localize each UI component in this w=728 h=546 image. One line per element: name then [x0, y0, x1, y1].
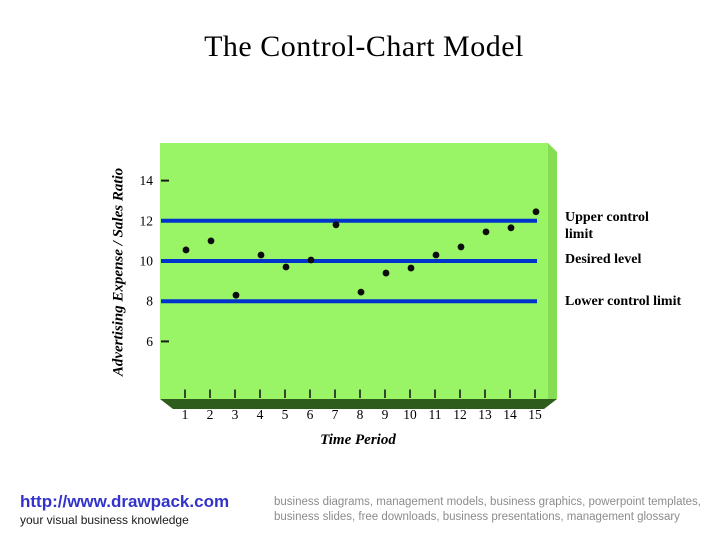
x-tick-label: 4 — [257, 407, 264, 422]
y-tick-label: 14 — [140, 173, 154, 188]
plot-side-wall — [548, 143, 557, 399]
y-axis-title: Advertising Expense / Sales Ratio — [110, 167, 127, 377]
x-tick-label: 10 — [403, 407, 417, 422]
data-point — [457, 243, 465, 251]
y-tick-label: 12 — [140, 213, 154, 228]
data-point — [407, 264, 415, 272]
data-point — [307, 256, 315, 264]
data-point — [332, 221, 340, 229]
x-axis-title: Time Period — [320, 432, 396, 448]
plot-floor — [160, 399, 557, 409]
x-tick-label: 15 — [528, 407, 542, 422]
x-tick-label: 13 — [478, 407, 492, 422]
data-point — [232, 291, 240, 299]
x-tick-label: 12 — [453, 407, 467, 422]
data-point — [357, 288, 365, 296]
y-tick-label: 10 — [140, 254, 154, 269]
data-point — [207, 237, 215, 245]
footer-description: business diagrams, management models, bu… — [274, 496, 701, 524]
desired-level-label: Desired level — [565, 252, 642, 267]
upper-control-limit-label: Upper control limit — [565, 210, 649, 242]
x-tick-label: 9 — [382, 407, 389, 422]
data-point — [507, 224, 515, 232]
x-tick-label: 8 — [357, 407, 364, 422]
y-tick-label: 6 — [146, 334, 153, 349]
footer-tagline: your visual business knowledge — [20, 513, 189, 527]
data-point — [282, 263, 290, 271]
slide-title: The Control-Chart Model — [204, 30, 524, 63]
data-point — [432, 251, 440, 259]
data-point — [532, 208, 540, 216]
lower-control-limit-label: Lower control limit — [565, 294, 682, 309]
x-tick-label: 3 — [232, 407, 239, 422]
data-point — [257, 251, 265, 259]
drawpack-link[interactable]: http://www.drawpack.com — [20, 492, 230, 511]
y-tick-label: 8 — [146, 294, 153, 309]
x-tick-label: 7 — [332, 407, 339, 422]
x-tick-label: 5 — [282, 407, 289, 422]
x-tick-label: 2 — [207, 407, 214, 422]
data-point — [482, 228, 490, 236]
x-tick-label: 1 — [182, 407, 189, 422]
data-point — [182, 246, 190, 254]
x-tick-label: 14 — [503, 407, 517, 422]
data-point — [382, 269, 390, 277]
plot-area — [160, 143, 548, 399]
x-tick-label: 6 — [307, 407, 314, 422]
x-tick-label: 11 — [429, 407, 442, 422]
